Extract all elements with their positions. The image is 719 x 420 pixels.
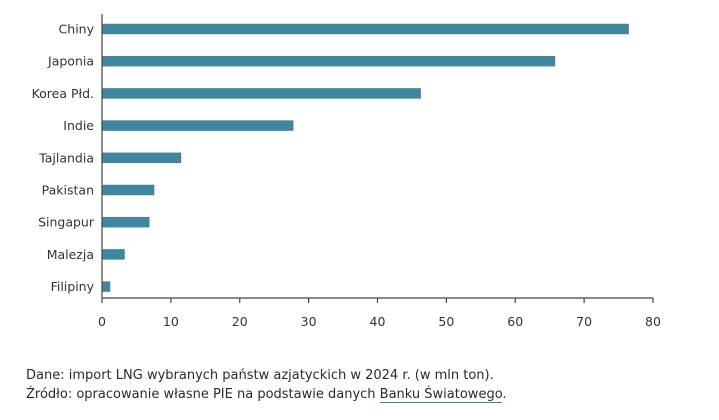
category-label: Pakistan	[42, 183, 94, 198]
bar-tajlandia	[102, 152, 182, 164]
x-tick-label: 30	[301, 314, 317, 329]
category-label: Korea Płd.	[32, 86, 94, 101]
category-label: Filipiny	[51, 279, 95, 294]
category-label: Chiny	[59, 22, 95, 37]
x-tick-label: 70	[576, 314, 592, 329]
x-tick-label: 50	[438, 314, 454, 329]
bar-chart: Chiny Japonia Korea Płd. Indie Tajlandia Paki…	[32, 14, 661, 329]
category-label: Indie	[63, 118, 94, 133]
source-note: Źródło: opracowanie własne PIE na podsta…	[26, 386, 507, 404]
data-note-text: Dane: import LNG wybranych państw azjaty…	[26, 368, 494, 383]
data-note: Dane: import LNG wybranych państw azjaty…	[26, 367, 494, 385]
source-prefix: Źródło: opracowanie własne PIE na podsta…	[26, 387, 380, 402]
bar-chiny	[102, 23, 629, 35]
x-tick-label: 20	[232, 314, 248, 329]
category-label: Japonia	[47, 54, 94, 69]
category-label: Singapur	[38, 215, 95, 230]
x-tick-label: 10	[163, 314, 179, 329]
category-label: Malezja	[47, 247, 94, 262]
bar-indie	[102, 120, 294, 131]
bar-pakistan	[102, 184, 155, 196]
x-tick-label: 0	[98, 314, 106, 329]
source-suffix: .	[502, 387, 507, 402]
x-tick-label: 40	[370, 314, 386, 329]
bar-japonia	[102, 55, 556, 67]
bar-filipiny	[102, 281, 111, 292]
x-tick-label: 80	[645, 314, 661, 329]
bar-singapur	[102, 216, 150, 228]
bar-malezja	[102, 249, 125, 260]
x-tick-label: 60	[507, 314, 523, 329]
category-label: Tajlandia	[38, 150, 94, 165]
world-bank-link[interactable]: Banku Światowego	[379, 387, 503, 403]
bar-korea-płd-	[102, 88, 421, 99]
